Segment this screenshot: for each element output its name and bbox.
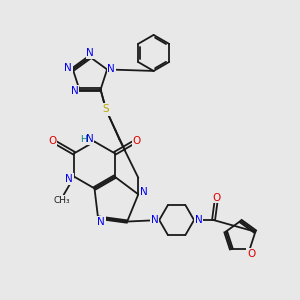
Text: N: N xyxy=(140,187,147,197)
Text: O: O xyxy=(48,136,56,146)
Text: O: O xyxy=(133,136,141,146)
Text: H: H xyxy=(80,135,87,144)
Text: N: N xyxy=(107,64,115,74)
Text: N: N xyxy=(71,86,79,96)
Text: N: N xyxy=(65,174,73,184)
Text: N: N xyxy=(97,217,105,227)
Text: N: N xyxy=(86,48,94,58)
Text: S: S xyxy=(103,104,109,114)
Text: S: S xyxy=(103,105,110,115)
Text: O: O xyxy=(213,193,221,202)
Text: O: O xyxy=(247,249,255,259)
Text: N: N xyxy=(85,134,93,144)
Text: CH₃: CH₃ xyxy=(54,196,70,205)
Text: N: N xyxy=(64,63,72,73)
Text: N: N xyxy=(195,215,203,225)
Text: N: N xyxy=(151,215,158,225)
